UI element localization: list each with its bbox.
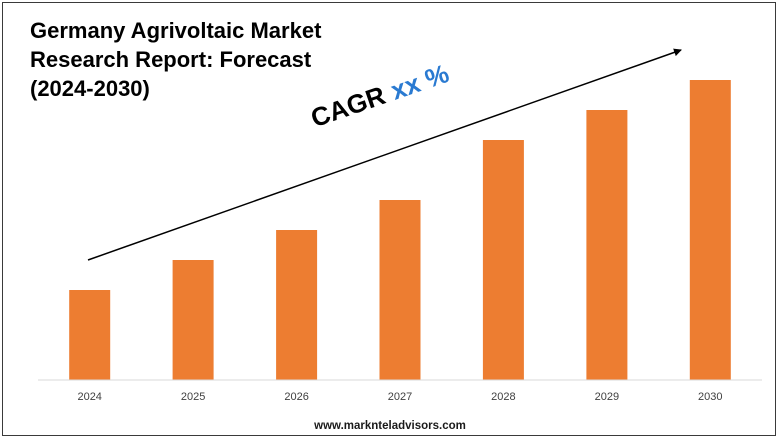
bar-2029	[586, 110, 628, 380]
x-tick-label-2025: 2025	[181, 391, 205, 403]
cagr-trend-arrow	[87, 48, 682, 261]
chart-title-line-2: Research Report: Forecast	[30, 47, 312, 72]
bar-2024	[69, 290, 111, 380]
x-tick-label-2027: 2027	[388, 391, 412, 403]
chart-frame	[2, 2, 776, 436]
x-tick-label-2029: 2029	[595, 391, 619, 403]
bar-2026	[276, 230, 318, 380]
bar-2028	[482, 140, 524, 380]
x-tick-label-2024: 2024	[77, 391, 101, 403]
bar-2030	[689, 80, 731, 380]
x-tick-label-2030: 2030	[698, 391, 722, 403]
chart-title-line-3: (2024-2030)	[30, 76, 150, 101]
x-tick-label-2028: 2028	[491, 391, 515, 403]
footer-url: www.marknteladvisors.com	[314, 420, 466, 432]
bar-2025	[172, 260, 214, 380]
chart-title-line-1: Germany Agrivoltaic Market	[30, 18, 322, 43]
x-tick-label-2026: 2026	[284, 391, 308, 403]
bar-2027	[379, 200, 421, 380]
chart-title: Germany Agrivoltaic Market Research Repo…	[30, 16, 350, 103]
